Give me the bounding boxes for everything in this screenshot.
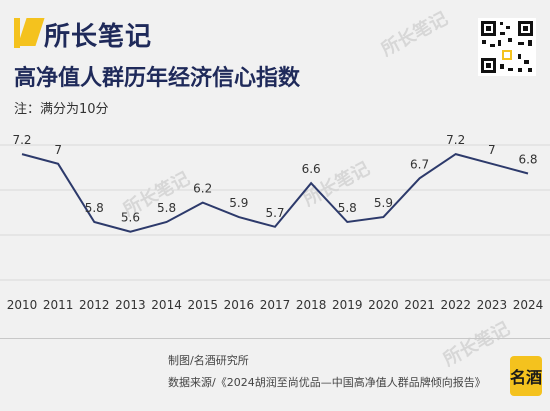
x-tick-label: 2021 [404,298,435,312]
value-label: 7.2 [12,133,31,147]
x-tick-label: 2016 [224,298,255,312]
x-tick-label: 2013 [115,298,146,312]
value-label: 7 [54,143,62,157]
footer-divider [0,338,550,339]
value-label: 7 [488,143,496,157]
x-tick-label: 2011 [43,298,74,312]
x-tick-label: 2020 [368,298,399,312]
x-tick-label: 2022 [440,298,471,312]
x-tick-label: 2019 [332,298,363,312]
value-label: 6.2 [193,182,212,196]
x-tick-label: 2015 [187,298,218,312]
brand-logo: 所长笔记 [44,22,153,52]
value-label: 7.2 [446,133,465,147]
value-label: 6.8 [518,152,537,166]
x-tick-label: 2018 [296,298,327,312]
chart-title: 高净值人群历年经济信心指数 [14,66,301,91]
value-label: 6.6 [302,162,321,176]
x-tick-label: 2012 [79,298,110,312]
series-line [21,153,529,233]
qr-code-icon [478,18,536,76]
x-tick-label: 2023 [477,298,508,312]
value-label: 6.7 [410,157,429,171]
chart-maker: 制图/名酒研究所 [168,354,249,367]
value-label: 5.6 [121,211,140,225]
x-tick-label: 2024 [513,298,544,312]
value-label: 5.7 [265,206,284,220]
value-label: 5.8 [338,201,357,215]
value-label: 5.8 [85,201,104,215]
x-tick-label: 2017 [260,298,291,312]
x-tick-label: 2014 [151,298,182,312]
x-tick-label: 2010 [7,298,38,312]
chart-note: 注：满分为10分 [14,102,109,117]
value-label: 5.8 [157,201,176,215]
brand-stamp: 名酒 [510,356,542,396]
logo-accent-bar [14,18,20,48]
value-label: 5.9 [229,196,248,210]
data-source: 数据来源/《2024胡润至尚优品—中国高净值人群品牌倾向报告》 [168,376,486,389]
value-label: 5.9 [374,196,393,210]
